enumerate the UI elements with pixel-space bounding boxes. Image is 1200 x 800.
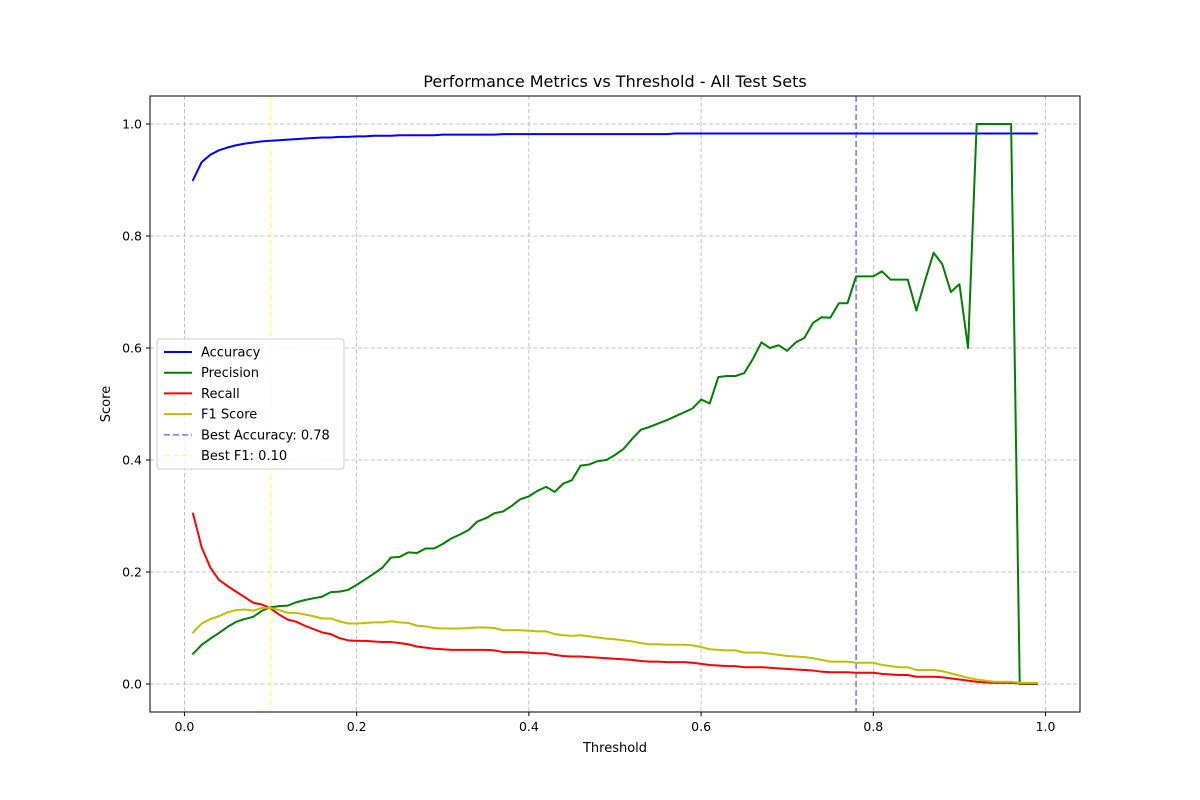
legend-label-best-f1: Best F1: 0.10 [201,449,287,464]
x-tick-label: 0.8 [863,719,883,734]
legend-label-recall: Recall [201,387,240,402]
y-axis-label: Score [99,386,114,422]
series-line-accuracy [191,132,1038,182]
legend-items: Accuracy Precision Recall F1 Score Best Accu… [164,346,330,464]
x-tick-label: 0.0 [174,719,194,734]
legend-label-f1-score: F1 Score [201,408,257,423]
y-tick-label: 0.6 [122,341,142,356]
legend: Accuracy Precision Recall F1 Score Best Accu… [156,338,345,470]
series-line-f1-score [191,606,1038,684]
legend-label-best-accuracy: Best Accuracy: 0.78 [201,428,330,443]
y-tick-label: 0.0 [122,677,142,692]
x-axis-label: Threshold [582,741,647,756]
x-tick-label: 1.0 [1036,719,1056,734]
y-tick-label: 0.8 [122,229,142,244]
y-tick-label: 1.0 [122,117,142,132]
series-line-recall [191,512,1038,685]
legend-label-precision: Precision [201,366,259,381]
y-tick-label: 0.4 [122,453,142,468]
y-axis-ticks: 0.0 0.2 0.4 0.6 0.8 1.0 [122,117,150,692]
y-tick-label: 0.2 [122,565,142,580]
series-lines [191,123,1038,685]
x-tick-label: 0.6 [691,719,711,734]
chart-title: Performance Metrics vs Threshold - All T… [423,72,806,91]
x-tick-label: 0.4 [519,719,539,734]
x-tick-label: 0.2 [347,719,367,734]
legend-box [156,338,345,470]
plot-area-frame [149,95,1081,713]
legend-label-accuracy: Accuracy [201,346,261,361]
series-line-precision [191,123,1038,685]
x-axis-ticks: 0.0 0.2 0.4 0.6 0.8 1.0 [174,712,1056,734]
